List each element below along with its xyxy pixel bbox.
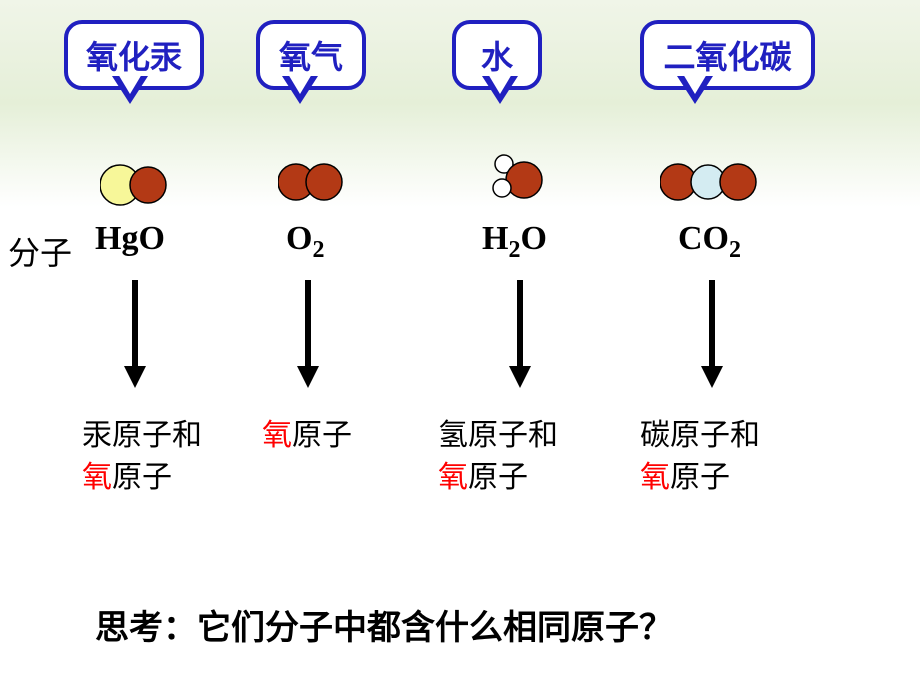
arrow-0: [120, 280, 150, 390]
molecule-CO2: [660, 160, 760, 215]
arrow-2: [505, 280, 535, 390]
speech-bubble-3: 二氧化碳: [640, 20, 815, 90]
arrow-3: [697, 280, 727, 390]
formula-3: CO2: [678, 220, 741, 264]
formula-2: H2O: [482, 220, 547, 264]
atoms-text-3: 碳原子和氧原子: [640, 415, 760, 499]
formula-0: HgO: [95, 220, 165, 258]
atoms-text-0: 汞原子和氧原子: [82, 415, 202, 499]
atoms-text-2: 氢原子和氧原子: [438, 415, 558, 499]
atoms-text-1: 氧原子: [262, 415, 352, 457]
molecule-O2: [278, 160, 378, 215]
molecule-HgO: [100, 160, 200, 215]
formula-1: O2: [286, 220, 324, 264]
side-label: 分子: [8, 228, 72, 274]
molecule-H2O: [490, 152, 590, 207]
question-text: 思考：它们分子中都含什么相同原子？: [95, 600, 673, 649]
arrow-1: [293, 280, 323, 390]
